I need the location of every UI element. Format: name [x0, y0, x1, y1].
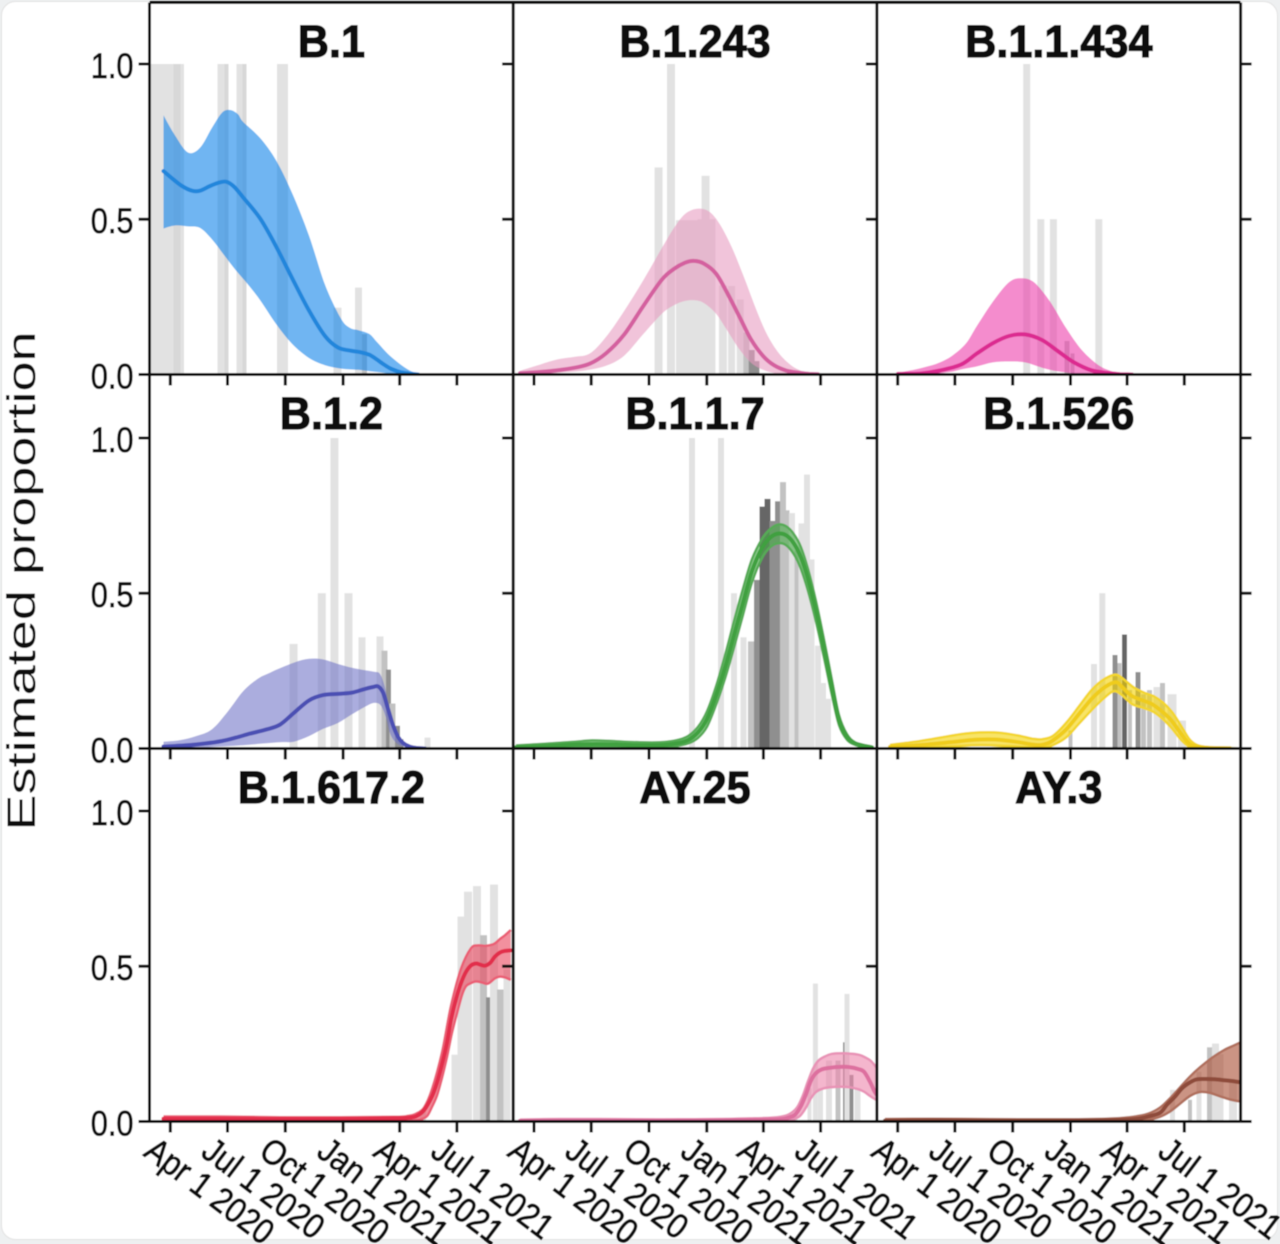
- svg-text:B.1: B.1: [298, 17, 365, 67]
- svg-text:B.1.526: B.1.526: [983, 389, 1134, 439]
- svg-text:B.1.617.2: B.1.617.2: [238, 763, 425, 813]
- svg-text:0.5: 0.5: [91, 201, 134, 240]
- svg-text:B.1.1.7: B.1.1.7: [625, 389, 764, 439]
- svg-text:0.0: 0.0: [91, 731, 134, 770]
- svg-text:AY.25: AY.25: [639, 763, 750, 813]
- svg-text:1.0: 1.0: [91, 793, 134, 832]
- svg-text:0.0: 0.0: [91, 1104, 134, 1143]
- svg-text:Estimated proportion: Estimated proportion: [0, 331, 44, 830]
- svg-text:AY.3: AY.3: [1015, 763, 1102, 813]
- svg-text:B.1.2: B.1.2: [280, 389, 383, 439]
- svg-text:0.5: 0.5: [91, 948, 134, 987]
- svg-text:1.0: 1.0: [91, 420, 134, 459]
- svg-text:1.0: 1.0: [91, 46, 134, 85]
- svg-text:B.1.243: B.1.243: [619, 17, 770, 67]
- svg-text:B.1.1.434: B.1.1.434: [965, 17, 1153, 67]
- svg-text:0.5: 0.5: [91, 575, 134, 614]
- svg-text:0.0: 0.0: [91, 357, 134, 396]
